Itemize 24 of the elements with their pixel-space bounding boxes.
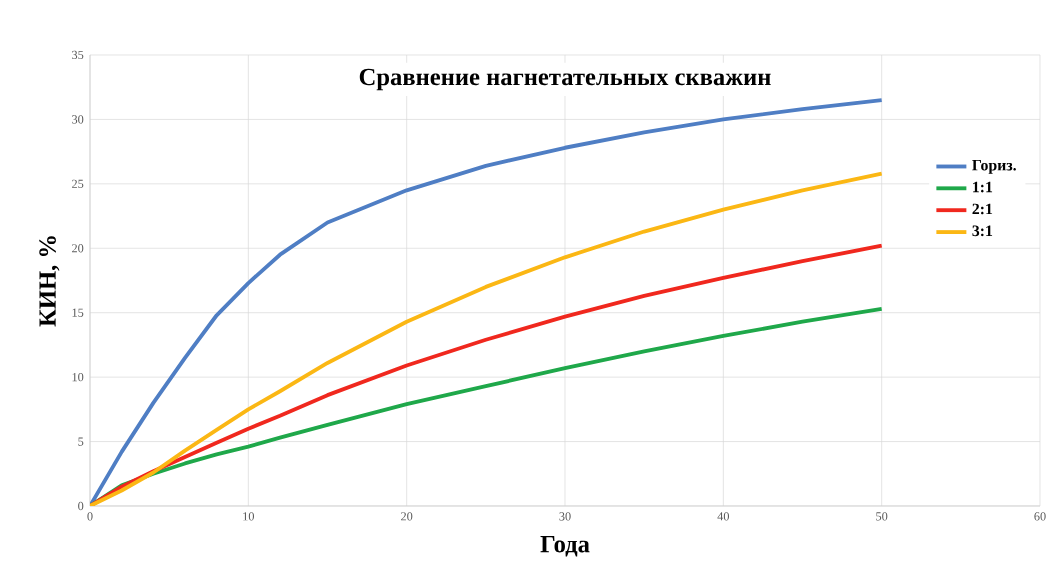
x-tick-label: 20: [401, 512, 413, 521]
y-tick-label: 10: [72, 372, 84, 382]
legend-label: Гориз.: [972, 159, 1016, 174]
x-tick-label: 50: [876, 512, 888, 521]
x-tick-label: 40: [717, 512, 730, 521]
chart-title: Сравнение нагнетательных скважин: [359, 68, 771, 91]
x-tick-label: 0: [87, 512, 93, 521]
y-tick-label: 30: [72, 115, 84, 124]
legend-label: 2:1: [972, 203, 993, 215]
x-tick-label: 60: [1034, 512, 1046, 521]
line-series: [90, 171, 884, 506]
y-tick-label: 35: [72, 50, 84, 60]
y-tick-label: 25: [72, 179, 84, 188]
y-tick-label: 5: [78, 437, 84, 446]
x-axis-title: Года: [540, 536, 590, 557]
y-tick-label: 15: [72, 308, 84, 317]
y-tick-label: 20: [72, 244, 84, 253]
y-axis-title: КИН, %: [39, 236, 60, 327]
x-tick-label: 10: [243, 512, 255, 521]
x-tick-label: 30: [559, 512, 571, 521]
y-tick-label: 0: [78, 501, 84, 511]
line-series: [90, 98, 884, 506]
legend-label: 1:1: [973, 181, 993, 193]
legend-label: 3:1: [972, 225, 993, 237]
